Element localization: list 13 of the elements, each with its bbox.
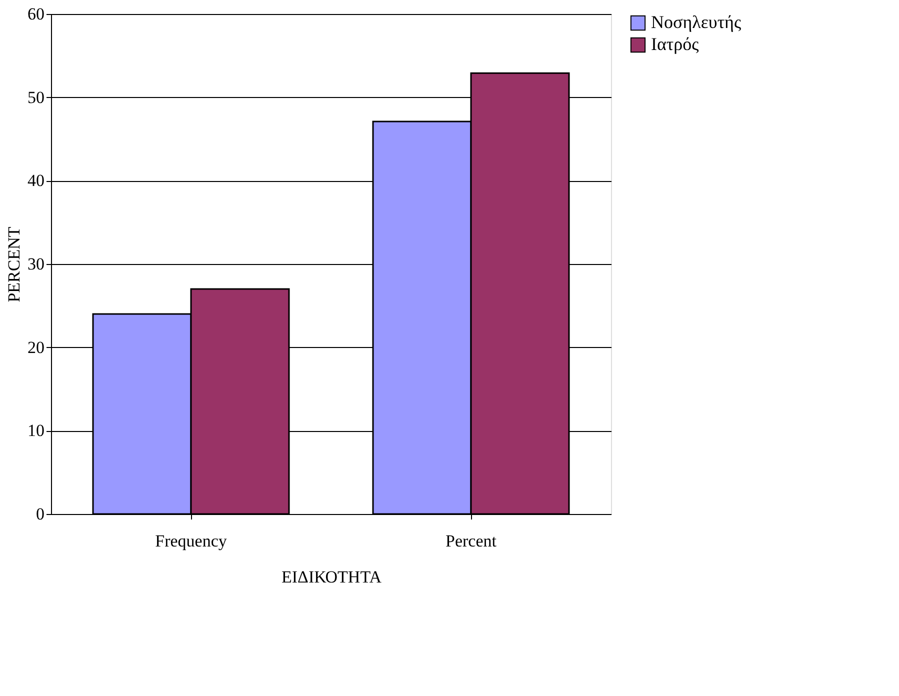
x-tick-label: Percent <box>446 532 497 550</box>
x-tick-label: Frequency <box>155 532 228 550</box>
y-tick-label: 0 <box>36 504 44 524</box>
y-axis-title: PERCENT <box>4 226 24 302</box>
legend-label: Ιατρός <box>651 34 699 54</box>
y-tick-label: 30 <box>28 254 44 274</box>
x-axis-title: ΕΙΔΙΚΟΤΗΤΑ <box>282 568 382 586</box>
legend-label: Νοσηλευτής <box>651 12 742 32</box>
y-tick-label: 60 <box>28 4 44 24</box>
y-tick-label: 50 <box>28 88 44 107</box>
y-tick-label: 10 <box>28 421 44 440</box>
y-tick-label: 20 <box>28 338 44 357</box>
y-tick-label: 40 <box>28 171 44 190</box>
